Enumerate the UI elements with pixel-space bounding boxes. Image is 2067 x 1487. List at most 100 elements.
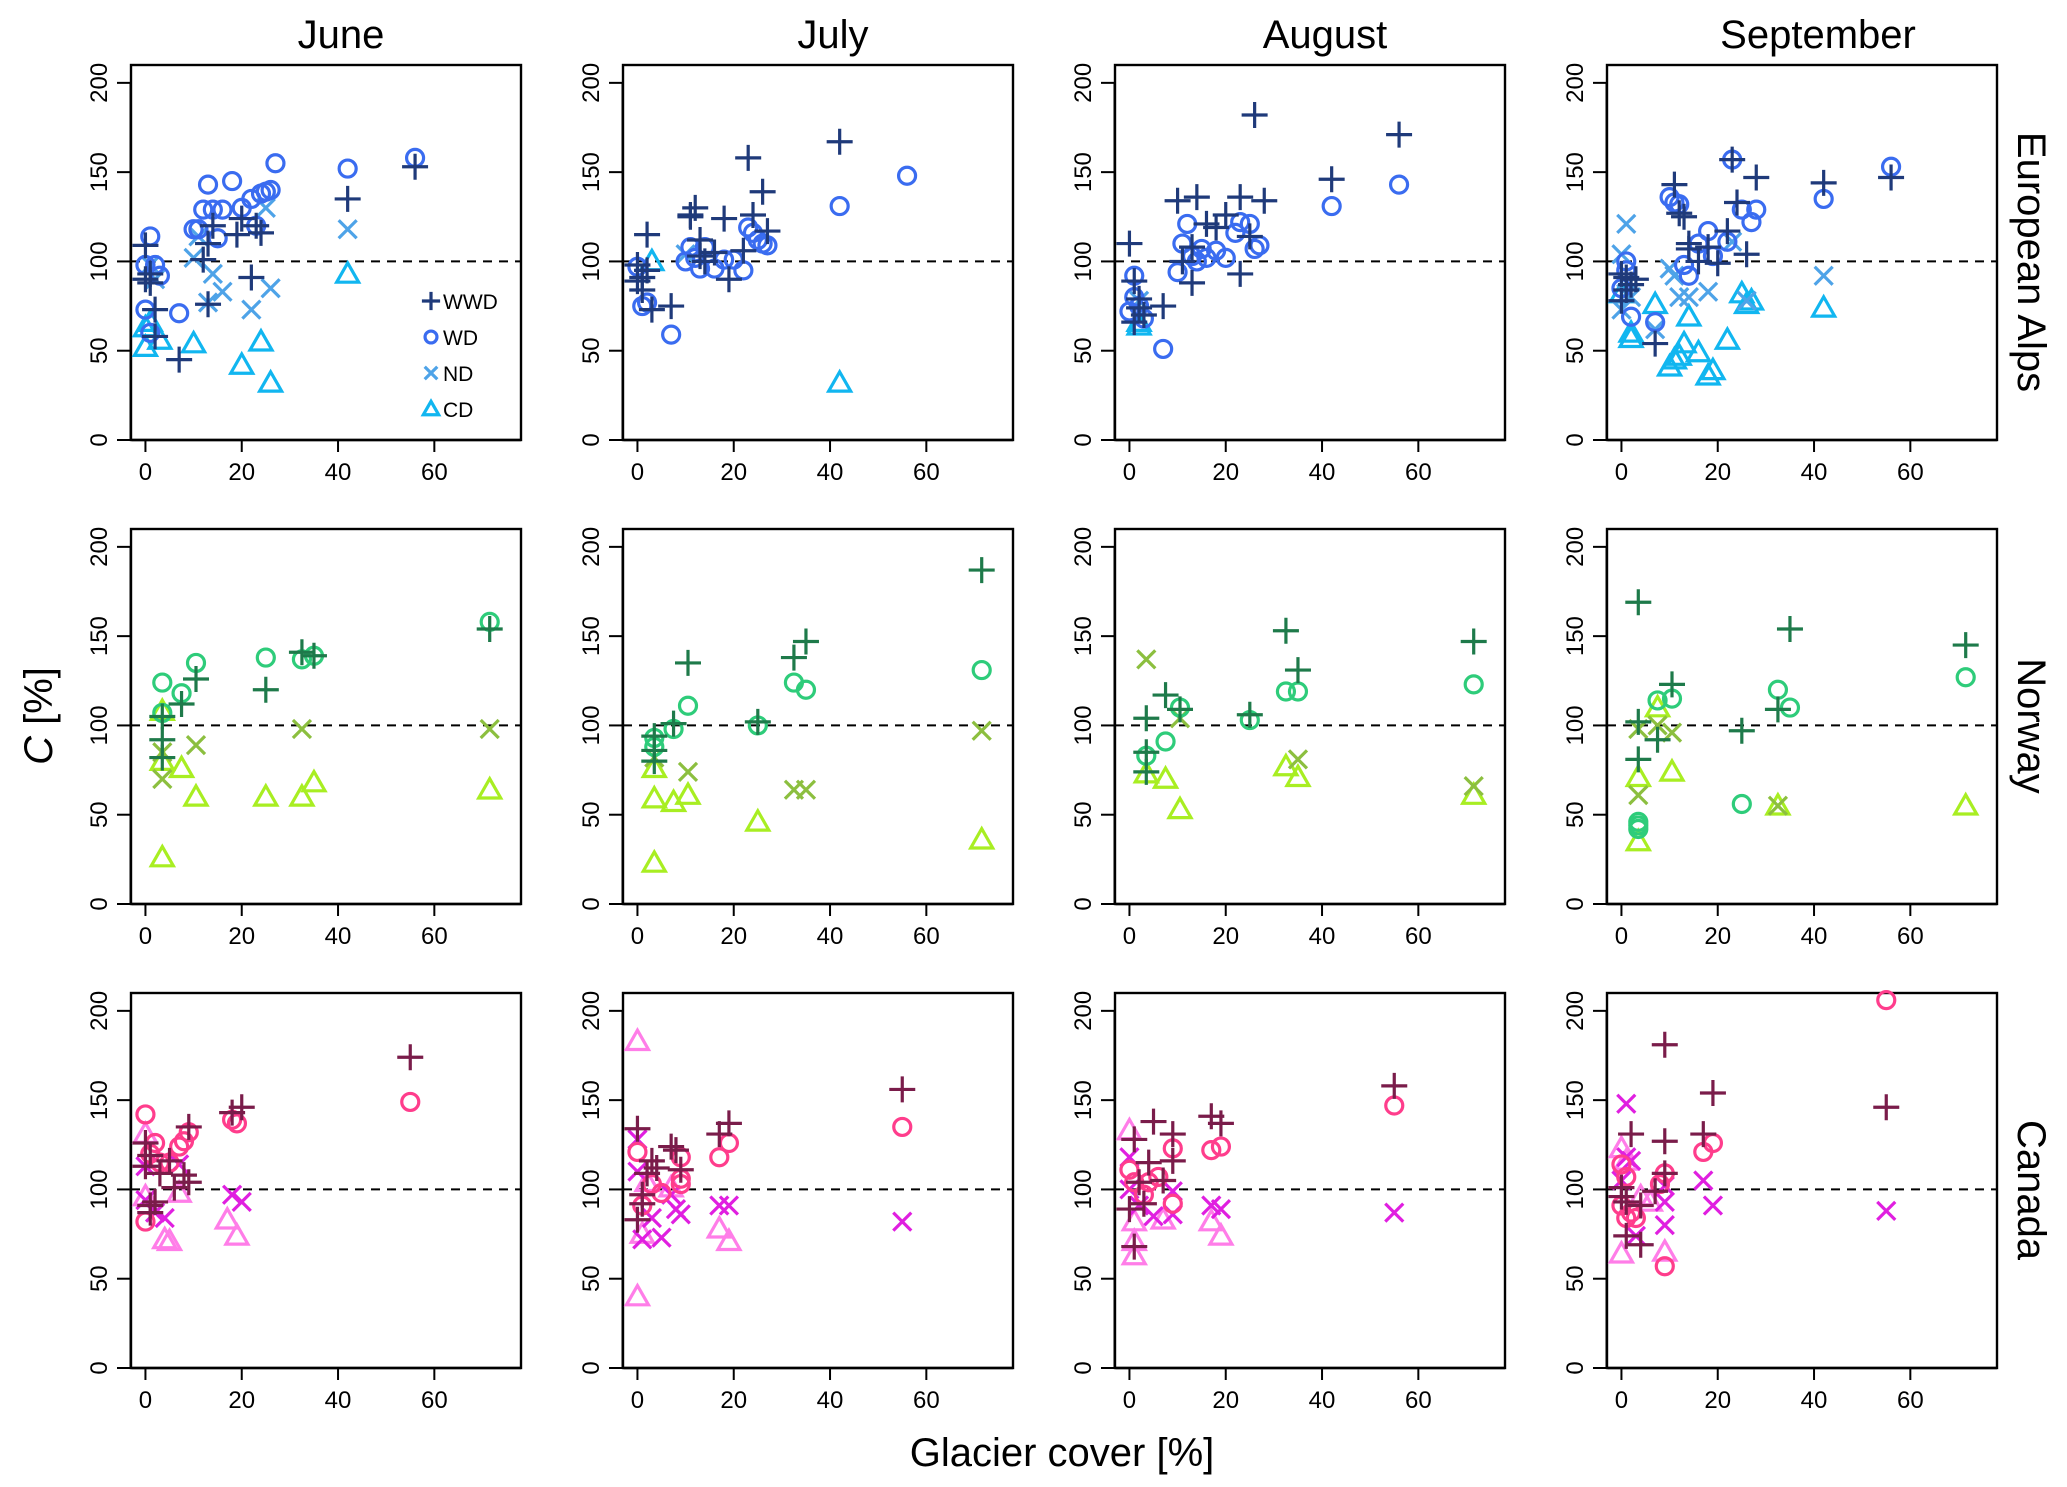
x-tick-label: 20 [1212, 459, 1239, 486]
point-wwd [1183, 184, 1210, 211]
point-wwd [1733, 241, 1760, 268]
x-tick-label: 0 [1615, 459, 1628, 486]
point-cd [213, 1205, 242, 1230]
row-title-canada: Canada [2009, 1120, 2053, 1261]
point-cd [1665, 341, 1693, 366]
point-cd [1284, 762, 1312, 788]
x-tick-label: 60 [1405, 459, 1432, 486]
series-wwd [132, 1044, 424, 1226]
plot-frame [1113, 63, 1507, 442]
y-tick-label: 0 [578, 433, 605, 446]
point-nd [1136, 649, 1157, 670]
x-tick-label: 0 [1123, 1387, 1136, 1414]
point-wd [152, 672, 173, 693]
point-nd [718, 1195, 740, 1216]
y-tick-label: 50 [1562, 801, 1589, 828]
y-tick-label: 100 [1070, 705, 1097, 745]
point-cd [1197, 1207, 1226, 1232]
point-cd [1151, 764, 1180, 789]
series-wd [627, 1116, 913, 1216]
point-wwd [1152, 682, 1179, 709]
point-wd [1673, 254, 1695, 276]
point-wwd [190, 246, 217, 273]
point-wwd [288, 639, 315, 666]
point-nd [231, 1191, 252, 1213]
point-wd [265, 153, 286, 174]
point-wd [222, 170, 243, 192]
point-wwd [641, 748, 668, 775]
plot-frame [129, 527, 523, 906]
point-wwd [1121, 1233, 1148, 1260]
point-wwd [228, 1094, 255, 1121]
point-wd [1321, 195, 1342, 217]
point-nd [795, 779, 817, 800]
x-tick-label: 0 [1123, 459, 1136, 486]
point-wwd [792, 628, 819, 655]
point-cd [1684, 338, 1713, 363]
series-nd [1611, 1093, 1897, 1246]
point-wwd [715, 1110, 742, 1137]
y-tick-label: 0 [578, 1361, 605, 1374]
point-wwd [252, 676, 279, 703]
point-nd [1876, 1200, 1897, 1221]
point-wwd [402, 153, 429, 180]
legend-label: WWD [443, 291, 498, 314]
x-tick-label: 40 [1309, 1387, 1336, 1414]
point-wd [1148, 1166, 1169, 1188]
point-nd [971, 720, 992, 741]
plot-frame [1605, 63, 1999, 442]
point-wwd [1695, 234, 1722, 261]
series-wd [135, 147, 426, 343]
point-wd [1167, 262, 1188, 283]
point-wwd [1719, 146, 1746, 173]
point-wd [140, 322, 161, 343]
point-wwd [1284, 657, 1311, 684]
point-wwd [1878, 164, 1905, 191]
y-tick-label: 150 [1070, 152, 1097, 192]
point-wd [1177, 213, 1198, 235]
series-wwd [624, 1076, 916, 1233]
point-cd [288, 782, 316, 807]
plot-frame [1113, 527, 1507, 906]
point-nd [677, 761, 699, 782]
point-nd [1736, 290, 1757, 311]
point-wwd [1666, 200, 1693, 227]
y-tick-label: 200 [1562, 63, 1589, 103]
panel-norway-august: 0 50 100 150 200 0 20 40 60 [1070, 527, 1507, 950]
point-wwd [195, 230, 222, 257]
point-wwd [300, 642, 327, 669]
column-title-august: August [1263, 13, 1388, 57]
point-wwd [658, 293, 685, 320]
point-wwd [1622, 266, 1649, 293]
point-cd [1658, 757, 1686, 782]
series-cd [640, 754, 996, 873]
point-wwd [634, 257, 661, 284]
point-wd [1767, 679, 1789, 700]
series-cd [1624, 693, 1980, 852]
y-axis-title-unit: [%] [17, 667, 61, 736]
point-wd [896, 165, 918, 186]
y-tick-label: 200 [1070, 527, 1097, 567]
point-nd [260, 278, 281, 299]
legend-label: WD [443, 327, 478, 350]
x-tick-label: 0 [139, 1387, 152, 1414]
point-nd [241, 299, 262, 320]
point-nd [291, 718, 313, 740]
point-cd [715, 1226, 743, 1252]
point-wd [1628, 818, 1649, 840]
series-nd [644, 720, 992, 800]
y-tick-label: 0 [1562, 1361, 1589, 1374]
point-wwd [1724, 189, 1750, 216]
point-wd [260, 179, 281, 201]
point-wwd [1659, 671, 1685, 698]
point-wwd [1608, 287, 1635, 314]
point-wwd [660, 710, 687, 737]
series-wd [644, 659, 992, 757]
point-wwd [1613, 1222, 1640, 1249]
x-tick-label: 40 [1801, 1387, 1828, 1414]
x-tick-label: 60 [913, 923, 940, 950]
point-wwd [1133, 758, 1160, 785]
series-nd [1628, 715, 1789, 816]
point-wd [169, 303, 190, 324]
